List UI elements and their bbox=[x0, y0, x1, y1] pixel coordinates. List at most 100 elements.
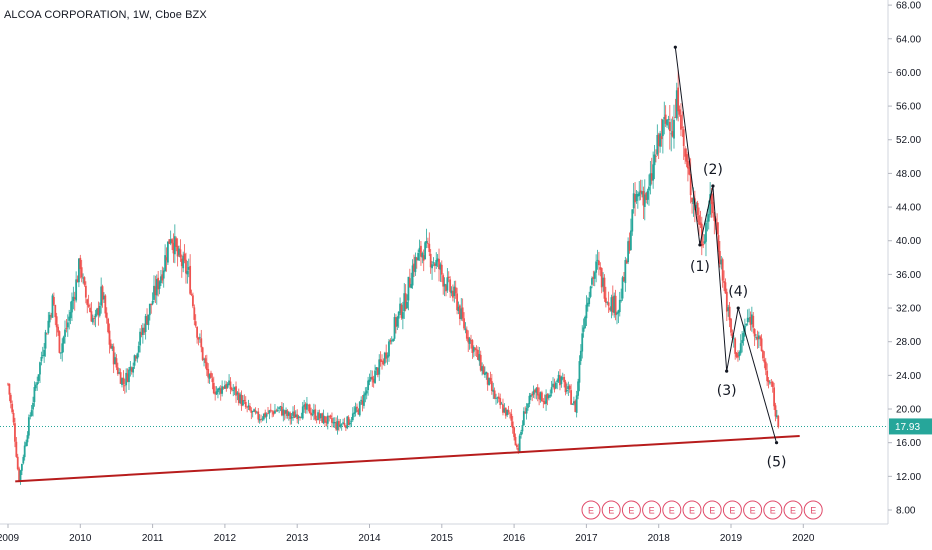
candle-body bbox=[363, 394, 365, 406]
candle-body bbox=[367, 380, 370, 391]
candle-body bbox=[464, 328, 467, 330]
candle-body bbox=[595, 261, 598, 273]
candle-body bbox=[139, 331, 141, 346]
candle-body bbox=[478, 354, 481, 362]
candle-body bbox=[392, 338, 395, 342]
candle-body bbox=[671, 131, 674, 137]
candle-body bbox=[179, 249, 182, 258]
candle-body bbox=[226, 383, 229, 388]
candle-body bbox=[249, 405, 251, 411]
candle-body bbox=[542, 400, 545, 402]
candle-body bbox=[342, 422, 344, 424]
last-price-tag: 17.93 bbox=[889, 418, 932, 435]
candle-body bbox=[328, 415, 331, 417]
candle-body bbox=[613, 295, 616, 313]
candle-body bbox=[221, 386, 224, 394]
candle-body bbox=[763, 359, 766, 363]
candle-body bbox=[244, 401, 247, 407]
candle-body bbox=[321, 413, 324, 423]
candle-body bbox=[606, 302, 609, 304]
candle-body bbox=[599, 267, 602, 270]
candle-body bbox=[175, 238, 178, 247]
candle-body bbox=[214, 392, 217, 395]
candle-body bbox=[304, 404, 307, 410]
candle-body bbox=[253, 409, 255, 412]
candle-body bbox=[465, 329, 468, 339]
candle-body bbox=[347, 417, 350, 425]
candle-body bbox=[7, 383, 9, 385]
candle-body bbox=[775, 415, 778, 418]
candle-body bbox=[267, 413, 269, 414]
candle-body bbox=[146, 316, 148, 325]
candle-body bbox=[240, 394, 243, 406]
candle-body bbox=[135, 356, 137, 359]
candle-body bbox=[69, 311, 72, 319]
candle-body bbox=[513, 427, 515, 438]
candle-body bbox=[354, 407, 357, 413]
candle-body bbox=[759, 336, 762, 340]
candle-body bbox=[507, 410, 510, 413]
candle-body bbox=[621, 277, 624, 299]
candle-body bbox=[514, 436, 517, 446]
candle-body bbox=[294, 414, 297, 418]
candle-body bbox=[450, 290, 453, 294]
candle-body bbox=[536, 387, 539, 396]
elliott-wave-line bbox=[674, 47, 777, 443]
candle-body bbox=[420, 245, 422, 257]
candle-body bbox=[100, 286, 103, 306]
candle-body bbox=[725, 291, 728, 312]
candle-body bbox=[381, 360, 383, 362]
y-tick-label: 32.00 bbox=[896, 304, 921, 315]
candle-body bbox=[119, 372, 122, 384]
wave-label: (1) bbox=[690, 259, 710, 275]
candle-body bbox=[738, 351, 741, 357]
candle-body bbox=[54, 304, 57, 318]
candle-body bbox=[755, 336, 757, 338]
candle-body bbox=[97, 307, 100, 316]
candle-body bbox=[696, 202, 699, 215]
candle-body bbox=[653, 154, 656, 166]
candle-body bbox=[319, 413, 322, 418]
candle-body bbox=[315, 419, 318, 421]
candle-body bbox=[289, 413, 292, 420]
earnings-marker-label: E bbox=[810, 505, 816, 515]
candle-body bbox=[564, 381, 567, 393]
candle-body bbox=[136, 353, 139, 359]
candle-body bbox=[446, 277, 449, 291]
candle-body bbox=[125, 372, 128, 386]
candle-body bbox=[499, 398, 502, 406]
candle-body bbox=[623, 276, 625, 282]
candle-body bbox=[668, 121, 671, 132]
candle-body bbox=[121, 378, 123, 385]
candle-body bbox=[207, 369, 210, 378]
candle-body bbox=[567, 386, 570, 390]
candle-body bbox=[401, 312, 404, 319]
candle-body bbox=[290, 416, 293, 419]
candle-body bbox=[703, 241, 706, 244]
candle-body bbox=[190, 293, 193, 295]
candle-body bbox=[748, 318, 750, 320]
candle-body bbox=[344, 425, 347, 428]
candle-body bbox=[447, 276, 450, 278]
candle-body bbox=[8, 383, 11, 395]
candle-body bbox=[314, 409, 317, 420]
candle-body bbox=[172, 242, 175, 254]
candle-body bbox=[777, 416, 780, 427]
candle-body bbox=[648, 186, 650, 191]
candle-body bbox=[325, 421, 328, 423]
candle-body bbox=[678, 109, 681, 115]
candle-body bbox=[299, 417, 301, 418]
candle-body bbox=[260, 419, 262, 420]
candle-body bbox=[14, 423, 16, 442]
elliott-wave-point bbox=[725, 369, 729, 373]
candle-body bbox=[617, 310, 620, 314]
candle-body bbox=[68, 316, 71, 321]
candle-body bbox=[44, 332, 47, 349]
candle-body bbox=[611, 296, 614, 313]
candle-body bbox=[525, 408, 528, 414]
candle-body bbox=[770, 382, 773, 384]
y-tick-label: 40.00 bbox=[896, 236, 921, 247]
candle-body bbox=[34, 384, 37, 389]
candle-body bbox=[596, 259, 599, 261]
